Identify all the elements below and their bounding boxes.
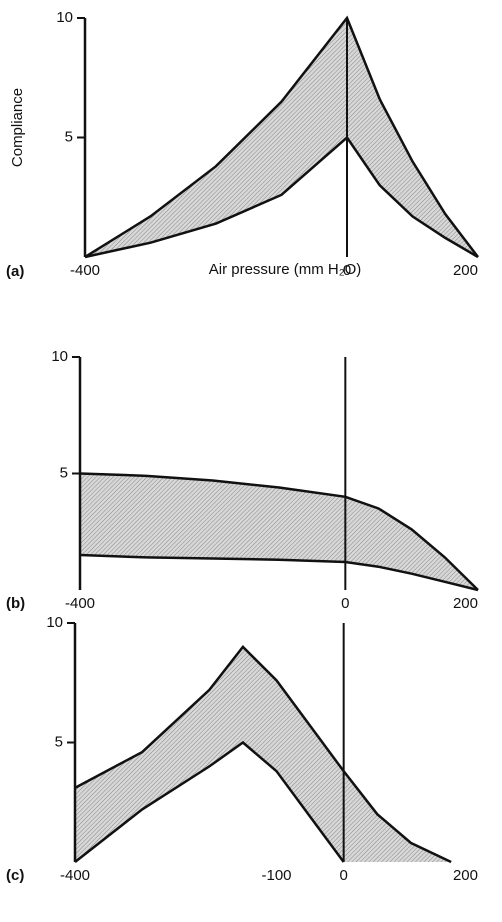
x-tick-label: 200 [453,595,478,612]
band-area [80,555,478,590]
x-tick-label: 200 [453,867,478,884]
curve [74,645,452,864]
x-tick-label: 200 [453,262,478,279]
y-tick-label: 5 [65,128,73,145]
y-tick-label: 10 [56,9,73,26]
y-tick-label: 5 [60,464,68,481]
y-tick-label: 10 [46,614,63,631]
panel-label: (a) [6,263,24,280]
curve [79,472,479,591]
x-tick-label: -100 [261,867,291,884]
panel-label: (b) [6,595,25,612]
x-tick-label: -400 [60,867,90,884]
y-tick-label: 10 [51,348,68,365]
x-tick-label: 0 [341,595,349,612]
x-tick-label: -400 [70,262,100,279]
panel-label: (c) [6,867,24,884]
curve [74,740,345,863]
x-tick-label: -400 [65,595,95,612]
y-tick-label: 5 [55,733,63,750]
curve [84,135,479,259]
x-tick-label: 0 [339,867,347,884]
band-area [85,137,478,257]
curve [84,15,479,259]
curve [79,553,479,592]
x-axis-label: Air pressure (mm H₂O) [209,261,362,278]
y-axis-label: Compliance [9,88,26,167]
x-tick-label: 0 [343,262,351,279]
